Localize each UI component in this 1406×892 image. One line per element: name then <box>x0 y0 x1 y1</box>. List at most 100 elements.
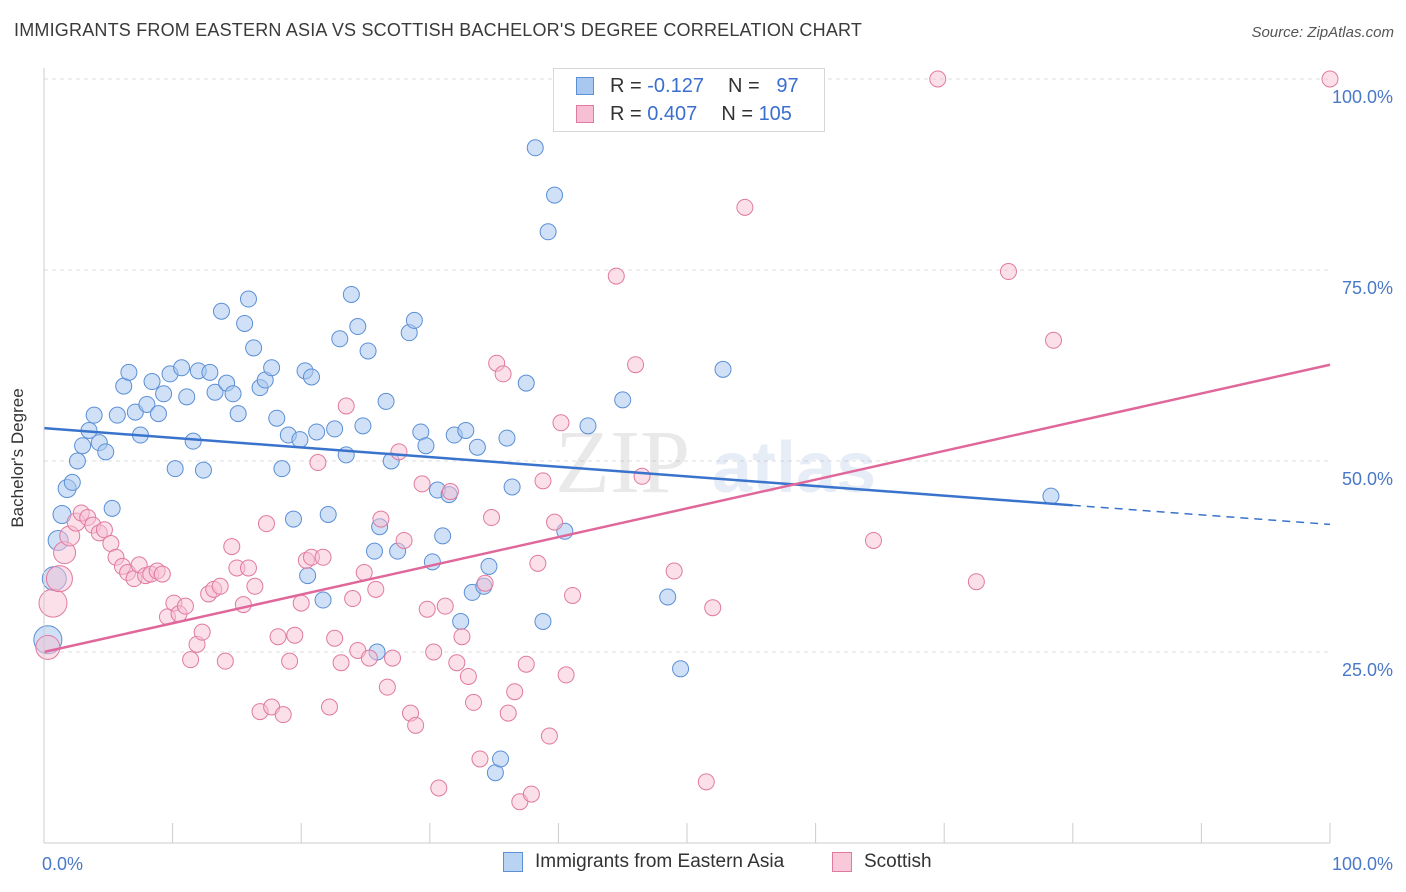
point-immigrants <box>212 302 230 320</box>
trend-line-scottish <box>43 363 1331 654</box>
point-immigrants <box>229 405 247 423</box>
point-immigrants <box>173 359 191 377</box>
y-tick-label: 100.0% <box>1332 87 1393 107</box>
legend-row-immigrants: R = -0.127 N = 97 <box>576 73 799 99</box>
source-label[interactable]: Source: ZipAtlas.com <box>1251 24 1394 41</box>
point-scottish <box>286 626 304 644</box>
point-immigrants <box>120 363 138 381</box>
point-scottish <box>534 472 552 490</box>
point-scottish <box>441 483 459 501</box>
point-scottish <box>95 521 113 539</box>
point-scottish <box>337 397 355 415</box>
point-immigrants <box>206 383 224 401</box>
legend-swatch-scottish <box>832 852 852 872</box>
point-scottish <box>607 267 625 285</box>
point-scottish <box>234 596 252 614</box>
point-immigrants <box>354 417 372 435</box>
point-immigrants <box>539 223 557 241</box>
point-immigrants <box>268 409 286 427</box>
point-scottish <box>494 365 512 383</box>
point-scottish <box>1045 331 1063 349</box>
point-immigrants <box>184 432 202 450</box>
point-immigrants <box>302 368 320 386</box>
point-scottish <box>459 667 477 685</box>
point-scottish <box>929 70 947 88</box>
watermark: ZIP atlas <box>555 413 876 512</box>
point-scottish <box>38 588 68 618</box>
point-immigrants <box>498 429 516 447</box>
point-immigrants <box>349 318 367 336</box>
point-immigrants <box>659 588 677 606</box>
watermark-atlas: atlas <box>712 428 876 508</box>
point-scottish <box>320 698 338 716</box>
legend-r-label: R = <box>610 102 642 125</box>
point-immigrants <box>434 527 452 545</box>
point-immigrants <box>452 612 470 630</box>
point-immigrants <box>97 443 115 461</box>
x-tick-label: 100.0% <box>1332 854 1393 874</box>
point-scottish <box>529 554 547 572</box>
point-scottish <box>407 716 425 734</box>
point-scottish <box>281 652 299 670</box>
point-scottish <box>344 590 362 608</box>
point-scottish <box>736 198 754 216</box>
point-scottish <box>465 693 483 711</box>
point-scottish <box>633 467 651 485</box>
legend-item-scottish[interactable]: Scottish <box>832 851 932 873</box>
point-scottish <box>448 654 466 672</box>
point-scottish <box>506 683 524 701</box>
legend-r-label: R = <box>610 74 642 97</box>
point-scottish <box>332 654 350 672</box>
point-scottish <box>216 652 234 670</box>
point-immigrants <box>366 542 384 560</box>
legend-r-value: -0.127 <box>647 74 704 97</box>
legend-swatch-immigrants <box>503 852 523 872</box>
point-scottish <box>45 565 73 593</box>
point-immigrants <box>273 460 291 478</box>
point-immigrants <box>299 567 317 585</box>
point-immigrants <box>480 557 498 575</box>
point-immigrants <box>308 423 326 441</box>
trend-line-immigrants <box>43 426 1073 507</box>
point-scottish <box>517 655 535 673</box>
legend-n-label: N = <box>727 74 760 97</box>
point-scottish <box>483 509 501 527</box>
point-scottish <box>153 565 171 583</box>
chart-title: IMMIGRANTS FROM EASTERN ASIA VS SCOTTISH… <box>14 20 863 40</box>
point-immigrants <box>342 285 360 303</box>
point-scottish <box>436 597 454 615</box>
axes: 25.0% 50.0% 75.0% 100.0% 0.0% 100.0% <box>42 68 1393 874</box>
point-immigrants <box>143 373 161 391</box>
legend-n-value: 97 <box>776 74 799 97</box>
point-scottish <box>1321 70 1339 88</box>
point-immigrants <box>178 388 196 406</box>
point-immigrants <box>359 342 377 360</box>
legend-swatch-immigrants <box>576 77 594 95</box>
point-immigrants <box>149 405 167 423</box>
point-immigrants <box>291 431 309 449</box>
point-scottish <box>418 600 436 618</box>
point-scottish <box>292 594 310 612</box>
legend-r-value: 0.407 <box>647 102 698 125</box>
y-tick-label: 75.0% <box>1342 278 1393 298</box>
point-immigrants <box>468 438 486 456</box>
point-scottish <box>246 577 264 595</box>
legend-label-scottish: Scottish <box>864 851 932 872</box>
point-immigrants <box>108 406 126 424</box>
point-immigrants <box>63 473 81 491</box>
point-immigrants <box>672 660 690 678</box>
point-scottish <box>182 651 200 669</box>
point-scottish <box>360 649 378 667</box>
point-immigrants <box>74 437 92 455</box>
legend-item-immigrants[interactable]: Immigrants from Eastern Asia <box>503 851 784 873</box>
stats-legend: R = -0.127 N = 97 R = 0.407 N = 105 <box>553 68 825 132</box>
point-scottish <box>269 628 287 646</box>
point-immigrants <box>319 505 337 523</box>
point-scottish <box>257 515 275 533</box>
point-scottish <box>314 548 332 566</box>
point-immigrants <box>194 461 212 479</box>
series-scottish-points <box>35 70 1339 811</box>
point-immigrants <box>224 385 242 403</box>
point-immigrants <box>245 339 263 357</box>
